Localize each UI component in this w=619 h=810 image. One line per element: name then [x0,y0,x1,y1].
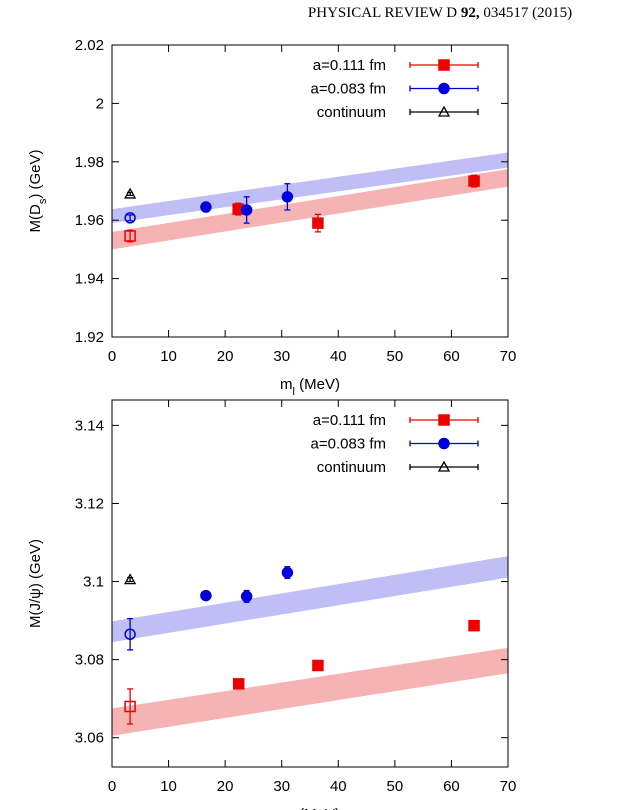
marker-triangle [123,573,137,585]
marker-circle [281,566,294,579]
fit-band [112,169,508,250]
marker-square [468,619,480,632]
x-tick-label: 50 [387,778,404,795]
y-tick-label: 3.14 [75,417,104,434]
marker-circle [281,191,294,203]
legend-label: a=0.083 fm [311,436,386,453]
error-bar [127,688,134,725]
y-axis-label-part: s [37,198,49,204]
x-tick-label: 0 [108,778,116,795]
marker-square [124,230,136,242]
legend-label: continuum [317,459,386,476]
marker-triangle [123,187,137,199]
x-tick-label: 30 [273,778,290,795]
legend-label: a=0.111 fm [313,57,386,74]
y-tick-label: 1.98 [75,154,104,171]
x-tick-label: 70 [500,778,517,795]
x-axis-label-part: (MeV) [295,806,340,810]
marker-square [232,678,245,690]
x-tick-label: 10 [160,778,177,795]
x-tick-label: 60 [443,348,460,365]
y-tick-label: 3.12 [75,495,104,512]
y-tick-label: 2.02 [75,37,104,54]
marker-circle [200,589,212,602]
marker-circle [124,212,136,224]
legend-marker [437,460,451,472]
legend-label: a=0.111 fm [313,412,386,429]
marker-square [312,659,324,672]
y-tick-label: 3.08 [75,652,104,669]
y-tick-label: 3.1 [83,574,104,591]
x-axis-label-part: l [293,386,295,398]
y-axis-label: M(J/ψ) (GeV) [27,539,44,628]
x-tick-label: 10 [160,348,177,365]
x-tick-label: 30 [273,348,290,365]
y-axis-label-part: M(J/ψ) (GeV) [27,539,44,628]
legend-marker [438,59,450,71]
x-axis-label: ml (MeV) [280,806,340,810]
y-tick-label: 2 [96,95,104,112]
legend-marker [438,414,450,426]
legend-label: a=0.083 fm [311,81,386,98]
fit-band [112,647,508,736]
volume: 92, [461,5,480,21]
y-tick-label: 1.94 [75,271,104,288]
error-bar [127,229,134,243]
x-tick-label: 50 [387,348,404,365]
marker-square [124,700,136,713]
legend-marker [438,437,450,450]
error-bar [127,617,134,651]
x-axis-label-part: m [280,806,293,810]
x-tick-label: 70 [500,348,517,365]
x-tick-label: 20 [217,778,234,795]
x-tick-label: 60 [443,778,460,795]
legend-label: continuum [317,104,386,121]
x-axis-label: ml (MeV) [280,376,340,398]
plot-frame [111,399,509,768]
page-header: PHYSICAL REVIEW D 92, 034517 (2015) [308,5,572,21]
x-tick-label: 40 [330,778,347,795]
marker-circle [240,204,253,216]
y-axis-label: M(Ds) (GeV) [27,149,49,232]
marker-square [468,175,480,187]
marker-circle [200,201,212,213]
legend-marker [438,82,450,95]
y-axis-label-part: ) (GeV) [27,149,44,198]
fit-band [112,556,508,643]
y-tick-label: 1.92 [75,329,104,346]
legend-marker [437,105,451,117]
y-tick-label: 1.96 [75,212,104,229]
marker-circle [124,628,136,641]
article: 034517 (2015) [483,5,572,21]
marker-square [312,217,324,229]
y-axis-label-part: M(D [27,204,44,232]
x-axis-label-part: (MeV) [295,376,340,393]
journal: PHYSICAL REVIEW D [308,5,457,21]
x-tick-label: 40 [330,348,347,365]
x-tick-label: 20 [217,348,234,365]
error-bar [127,214,134,222]
x-axis-label-part: m [280,376,293,393]
plot-frame [111,44,509,338]
x-tick-label: 0 [108,348,116,365]
y-tick-label: 3.06 [75,730,104,747]
marker-circle [240,590,253,603]
